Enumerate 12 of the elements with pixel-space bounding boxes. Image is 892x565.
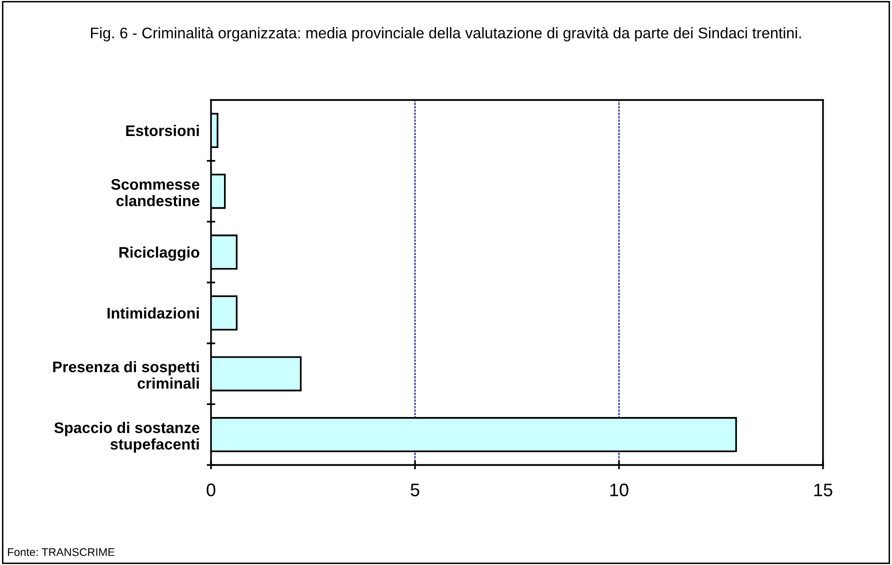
y-tick-label: Intimidazioni	[108, 307, 199, 319]
source-note: Fonte: TRANSCRIME	[8, 548, 115, 556]
x-tick-label: 15	[814, 484, 832, 496]
y-tick-label: Riciclaggio	[119, 246, 200, 261]
x-tick-label: 5	[410, 484, 420, 496]
y-tick-label: Estorsioni	[126, 124, 199, 136]
chart-title: Fig. 6 - Criminalità organizzata: media provinciale della valutazione di gravità da parte dei Sindaci trentini.	[91, 27, 801, 42]
x-tick-label: 10	[610, 484, 628, 496]
y-tick-label: Spaccio di sostanze stupefacenti	[54, 422, 200, 453]
y-tick-label: Scommesse clandestine	[111, 178, 200, 206]
y-tick-label: Presenza di sospetti criminali	[53, 361, 199, 389]
x-tick-label: 0	[206, 484, 216, 496]
